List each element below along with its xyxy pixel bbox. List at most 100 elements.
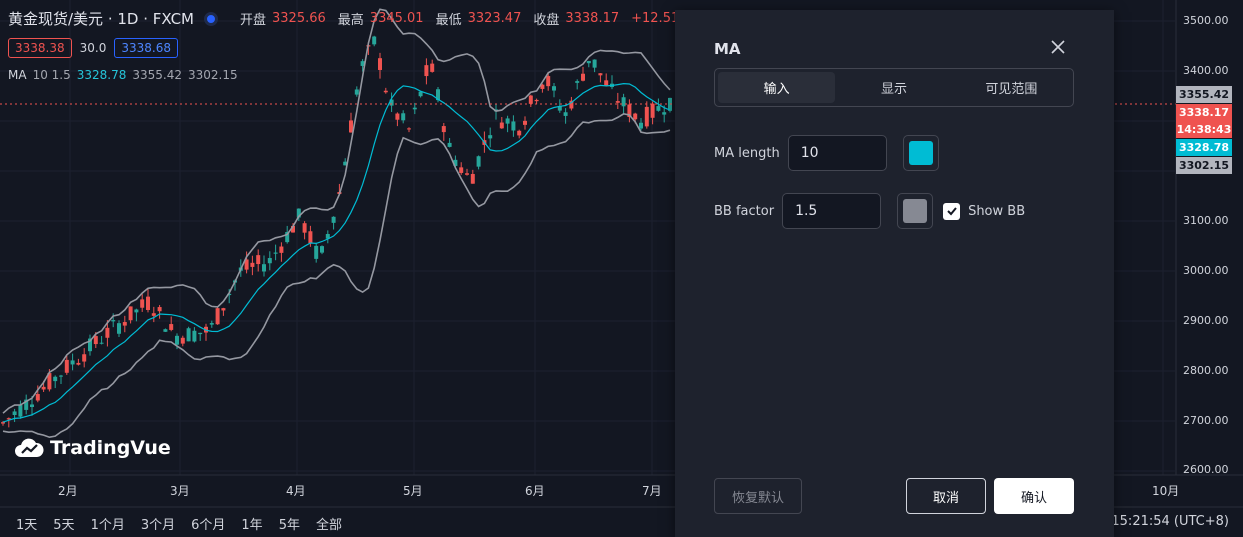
ma-length-row: MA length xyxy=(714,135,939,171)
market-status-icon[interactable] xyxy=(204,11,218,26)
candle-body xyxy=(575,81,580,83)
brand-name: TradingVue xyxy=(50,437,171,459)
open-label: 开盘 xyxy=(240,13,267,28)
candle-body xyxy=(157,307,162,312)
candle-body xyxy=(244,259,249,270)
candle-body xyxy=(82,354,87,362)
tab-visibility[interactable]: 可见范围 xyxy=(985,82,1038,97)
indicator-upper-value: 3355.42 xyxy=(132,68,182,82)
candle-body xyxy=(552,86,556,91)
candle-body xyxy=(418,91,423,97)
candle-body xyxy=(476,156,481,167)
tab-style[interactable]: 显示 xyxy=(880,82,907,97)
bb-color-picker[interactable] xyxy=(897,193,934,229)
candle-body xyxy=(175,335,179,345)
candle-body xyxy=(534,99,539,102)
range-all[interactable]: 全部 xyxy=(315,518,342,533)
candle-body xyxy=(650,103,655,118)
candle-body xyxy=(169,324,174,330)
candle-body xyxy=(41,386,46,390)
high-label: 最高 xyxy=(337,13,364,28)
spread-value: 30.0 xyxy=(79,41,107,55)
candle-body xyxy=(262,264,266,272)
dialog-title: MA xyxy=(714,40,741,58)
range-6m[interactable]: 6个月 xyxy=(191,518,226,533)
candle-body xyxy=(250,262,255,267)
close-icon[interactable] xyxy=(1049,38,1067,56)
candle-body xyxy=(1,422,5,424)
indicator-params: 10 1.5 xyxy=(32,68,71,82)
candle-body xyxy=(320,246,324,253)
symbol-title[interactable]: 黄金现货/美元 · 1D · FXCM xyxy=(8,10,194,28)
candle-body xyxy=(221,308,226,311)
time-axis-label: 3月 xyxy=(170,484,190,498)
bb-factor-input[interactable] xyxy=(782,193,882,229)
ma-price-tag: 3328.78 xyxy=(1176,139,1232,156)
bid-ask-row: 3338.38 30.0 3338.68 xyxy=(8,38,178,58)
indicator-legend[interactable]: MA 10 1.5 3328.78 3355.42 3302.15 xyxy=(8,68,238,82)
confirm-button[interactable]: 确认 xyxy=(994,478,1074,514)
clock-timezone[interactable]: 15:21:54 (UTC+8) xyxy=(1111,514,1229,529)
candle-body xyxy=(360,61,365,66)
price-axis-label: 3500.00 xyxy=(1183,14,1229,27)
candle-body xyxy=(546,76,551,87)
candle-body xyxy=(93,336,98,345)
candle-body xyxy=(47,373,52,390)
low-label: 最低 xyxy=(435,13,462,28)
candle-body xyxy=(453,159,458,166)
price-axis-label: 3000.00 xyxy=(1183,264,1229,277)
range-1d[interactable]: 1天 xyxy=(16,518,38,533)
ma-line xyxy=(2,82,671,423)
range-5y[interactable]: 5年 xyxy=(278,518,300,533)
candle-body xyxy=(621,97,626,107)
candle-body xyxy=(389,99,394,106)
range-1y[interactable]: 1年 xyxy=(241,518,263,533)
candle-body xyxy=(273,252,278,254)
candle-body xyxy=(24,399,29,410)
candle-body xyxy=(499,122,504,129)
show-bb-checkbox[interactable] xyxy=(943,202,961,220)
close-value: 3338.17 xyxy=(565,11,620,26)
ma-length-input[interactable] xyxy=(787,135,887,171)
candle-body xyxy=(76,362,81,365)
candle-body xyxy=(134,309,139,313)
candle-body xyxy=(64,359,69,373)
range-3m[interactable]: 3个月 xyxy=(140,518,176,533)
candle-body xyxy=(569,100,574,109)
candle-body xyxy=(563,112,568,116)
cancel-button[interactable]: 取消 xyxy=(906,478,986,514)
time-axis-label: 7月 xyxy=(642,484,662,498)
candle-body xyxy=(430,63,435,72)
tab-inputs[interactable]: 输入 xyxy=(718,72,836,103)
time-axis-label: 2月 xyxy=(58,484,78,498)
upper-band-price-tag: 3355.42 xyxy=(1176,86,1232,103)
candle-body xyxy=(343,161,348,166)
time-axis-label: 6月 xyxy=(525,484,545,498)
candle-body xyxy=(308,231,313,244)
candle-body xyxy=(314,245,319,259)
price-axis-label: 2600.00 xyxy=(1183,463,1229,476)
reset-defaults-button[interactable]: 恢复默认 xyxy=(714,478,802,514)
candle-body xyxy=(586,60,591,64)
candle-body xyxy=(198,332,203,335)
buy-price-button[interactable]: 3338.68 xyxy=(114,38,178,58)
bb-factor-label: BB factor xyxy=(714,203,775,219)
candle-body xyxy=(378,58,382,70)
candle-body xyxy=(35,394,40,401)
candle-body xyxy=(470,173,475,184)
ma-color-picker[interactable] xyxy=(902,135,939,171)
candle-body xyxy=(325,234,330,239)
candle-body xyxy=(128,306,133,321)
time-axis-label: 4月 xyxy=(286,484,306,498)
candle-body xyxy=(285,232,290,243)
range-5d[interactable]: 5天 xyxy=(53,518,75,533)
range-1m[interactable]: 1个月 xyxy=(90,518,125,533)
candle-body xyxy=(151,313,156,316)
candle-body xyxy=(517,130,522,136)
high-value: 3345.01 xyxy=(369,11,424,26)
candle-body xyxy=(215,308,220,325)
price-axis-label: 3400.00 xyxy=(1183,64,1229,77)
candle-body xyxy=(12,411,17,416)
sell-price-button[interactable]: 3338.38 xyxy=(8,38,72,58)
